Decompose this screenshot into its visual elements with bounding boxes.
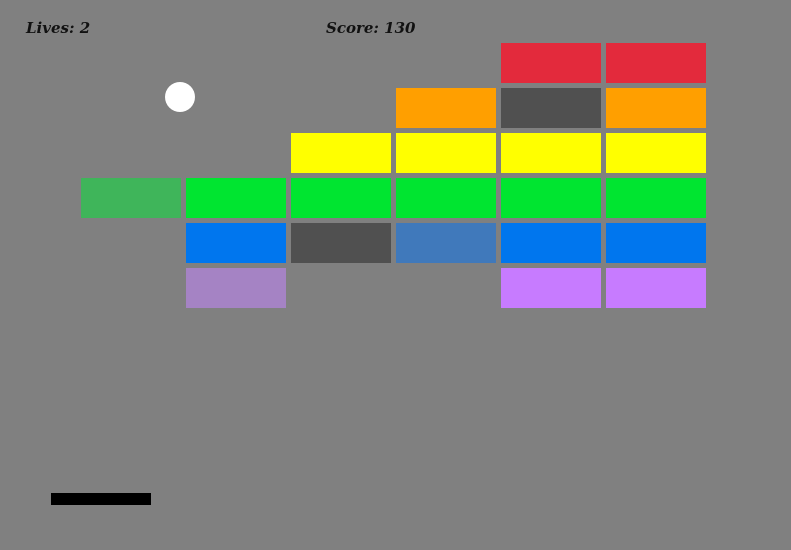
- brick-yellow: [501, 133, 601, 173]
- lives-counter: Lives: 2: [26, 19, 91, 37]
- brick-yellow: [396, 133, 496, 173]
- brick-purple: [501, 268, 601, 308]
- score-counter: Score: 130: [326, 19, 416, 37]
- brick-blue: [501, 223, 601, 263]
- brick-green: [186, 178, 286, 218]
- brick-green: [606, 178, 706, 218]
- brick-damaged-gray: [291, 223, 391, 263]
- brick-yellow: [291, 133, 391, 173]
- brick-red: [606, 43, 706, 83]
- brick-green: [501, 178, 601, 218]
- brick-orange: [606, 88, 706, 128]
- brick-faded-green: [81, 178, 181, 218]
- paddle[interactable]: [51, 493, 151, 505]
- brick-faded-blue: [396, 223, 496, 263]
- brick-orange: [396, 88, 496, 128]
- brick-green: [291, 178, 391, 218]
- brick-green: [396, 178, 496, 218]
- brick-faded-purple: [186, 268, 286, 308]
- brick-blue: [186, 223, 286, 263]
- ball: [165, 82, 195, 112]
- brick-blue: [606, 223, 706, 263]
- brick-red: [501, 43, 601, 83]
- brick-yellow: [606, 133, 706, 173]
- brick-damaged-gray: [501, 88, 601, 128]
- brick-purple: [606, 268, 706, 308]
